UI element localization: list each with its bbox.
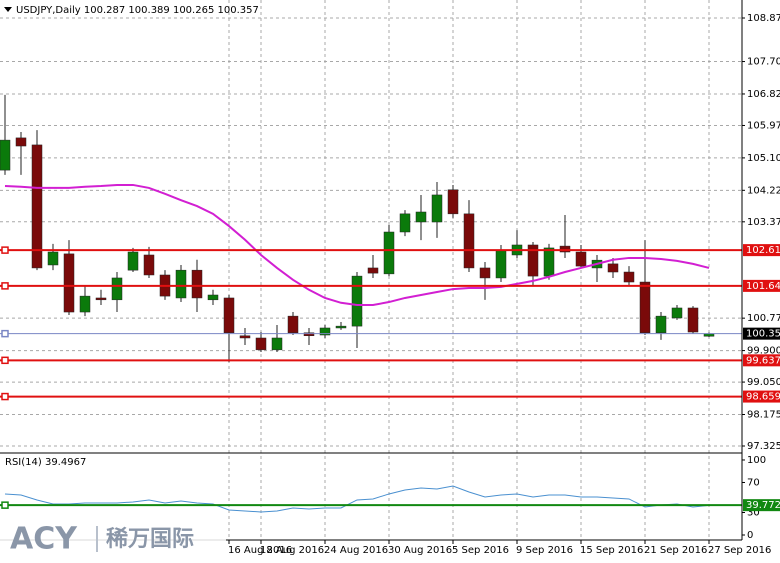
rsi-title: RSI(14) 39.4967 <box>5 457 86 468</box>
candle-body <box>111 277 123 301</box>
candle-body <box>687 307 699 333</box>
candle-body <box>463 213 475 269</box>
candle-body <box>447 189 459 215</box>
level-label: 98.659 <box>746 392 780 403</box>
y-tick-label: 30 <box>747 507 760 518</box>
logo-background <box>0 516 226 563</box>
candle-body <box>527 244 539 277</box>
candle-body <box>319 327 331 336</box>
level-marker <box>1 282 9 290</box>
candle-body <box>255 337 267 351</box>
logo-name: 稀万国际 <box>106 526 194 552</box>
y-tick-label: 70 <box>747 477 760 488</box>
candle-body <box>15 137 27 147</box>
grid <box>0 0 742 540</box>
x-tick-label: 27 Sep 2016 <box>708 545 771 556</box>
candle-body <box>175 269 187 299</box>
x-tick-label: 9 Sep 2016 <box>516 545 573 556</box>
candle-body <box>47 251 59 266</box>
menu-triangle <box>4 7 12 12</box>
candle-body <box>239 335 251 339</box>
y-tick-label: 98.175 <box>747 409 780 420</box>
candle-body <box>143 254 155 276</box>
logo: ACY 稀万国际 <box>0 516 226 563</box>
candle-body <box>95 297 107 301</box>
y-tick-label: 99.900 <box>747 346 780 357</box>
candle-body <box>623 271 635 283</box>
y-tick-label: 104.225 <box>747 185 780 196</box>
candle-body <box>287 315 299 334</box>
x-tick-label: 21 Sep 2016 <box>644 545 707 556</box>
y-tick-label: 108.875 <box>747 13 780 24</box>
y-tick-label: 0 <box>747 530 753 541</box>
level-label-box <box>743 279 780 292</box>
y-tick-label: 100.775 <box>747 313 780 324</box>
level-label: 101.646 <box>746 281 780 292</box>
candle-body <box>303 332 315 337</box>
level-marker <box>1 329 9 338</box>
y-tick-label: 105.100 <box>747 153 780 164</box>
level-label-box <box>743 354 780 367</box>
x-tick-label: 18 Aug 2016 <box>260 545 324 556</box>
candle-body <box>639 281 651 334</box>
x-tick-label: 5 Sep 2016 <box>452 545 509 556</box>
y-tick-label: 99.050 <box>747 377 780 388</box>
y-tick-label: 107.700 <box>747 57 780 68</box>
candle-body <box>383 231 395 275</box>
candle-body <box>399 213 411 233</box>
candle-body <box>495 249 507 279</box>
level-label-box <box>743 390 780 403</box>
candle-body <box>271 337 283 351</box>
candle-body <box>191 269 203 299</box>
candle-body <box>671 307 683 319</box>
y-tick-label: 106.825 <box>747 89 780 100</box>
rsi-line <box>4 485 710 513</box>
x-tick-label: 15 Sep 2016 <box>580 545 643 556</box>
candle-body <box>31 144 43 269</box>
level-marker <box>1 356 9 365</box>
level-label-box <box>743 499 780 512</box>
level-marker <box>1 501 9 509</box>
candle-body <box>415 211 427 223</box>
moving-average <box>4 183 710 307</box>
level-marker <box>1 246 9 254</box>
logo-brand: ACY <box>10 522 78 557</box>
marks <box>0 94 742 513</box>
level-label-box <box>743 327 780 340</box>
level-marker <box>1 392 9 401</box>
candle-body <box>127 251 139 271</box>
candle-body <box>543 247 555 277</box>
candle-body <box>207 294 219 301</box>
level-label: 102.611 <box>746 245 780 256</box>
level-label-box <box>743 244 780 257</box>
candle-body <box>335 325 347 329</box>
y-tick-label: 105.975 <box>747 120 780 131</box>
candle-body <box>655 315 667 334</box>
candle-body <box>0 139 11 171</box>
y-tick-label: 103.375 <box>747 217 780 228</box>
y-tick-label: 100 <box>747 455 766 466</box>
level-label: 99.637 <box>746 355 780 366</box>
candle-body <box>223 297 235 334</box>
candle-body <box>351 275 363 327</box>
candle-body <box>63 253 75 313</box>
candle-body <box>431 194 443 223</box>
level-label: 39.7727 <box>746 500 780 511</box>
candle-body <box>607 263 619 273</box>
x-tick-label: 16 Aug 2016 <box>228 545 292 556</box>
candle-body <box>79 295 91 313</box>
candle-body <box>367 267 379 274</box>
x-tick-label: 30 Aug 2016 <box>388 545 452 556</box>
y-tick-label: 97.325 <box>747 441 780 452</box>
chart-title: USDJPY,Daily 100.287 100.389 100.265 100… <box>16 5 259 16</box>
x-tick-label: 24 Aug 2016 <box>324 545 388 556</box>
candle-body <box>575 251 587 267</box>
candle-body <box>559 245 571 253</box>
level-label: 100.357 <box>746 329 780 340</box>
candle-body <box>479 267 491 279</box>
